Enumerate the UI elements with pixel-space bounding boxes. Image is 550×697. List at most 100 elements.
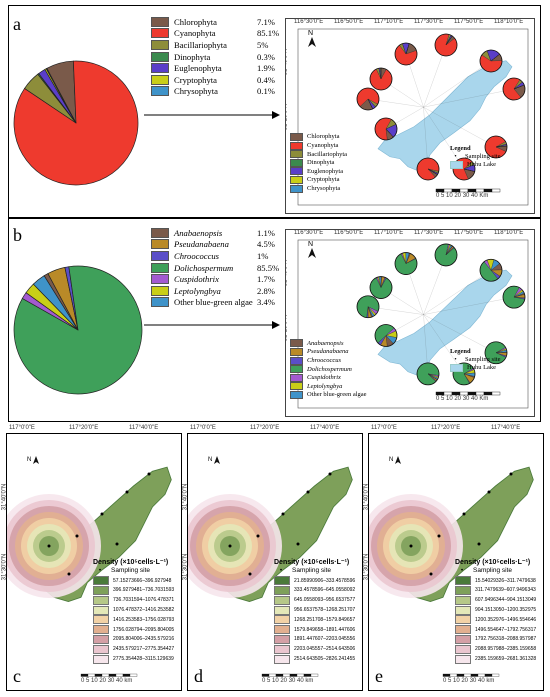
density-class: 21.85990906–333.4578596 [274, 576, 355, 586]
map-legend-label: Euglenophyta [307, 167, 344, 175]
density-class-label: 396.9279481–736.7031593 [113, 587, 175, 594]
density-class: 1268.251708–1579.849657 [274, 615, 355, 625]
legend-swatch [151, 250, 169, 261]
map-species-legend: Anabaenopsis Pseudanabaena Chroococcus Doli… [290, 339, 367, 399]
top-coordinate-label: 117°40'0"E [491, 425, 521, 431]
north-arrow-icon [308, 37, 316, 47]
map-legend-swatch [290, 132, 303, 141]
density-class-label: 1268.251708–1579.849657 [294, 616, 356, 623]
density-class: 2435.579217–2775.354427 [93, 644, 174, 654]
map-legend-label: Cryptophyta [307, 176, 340, 184]
legend-item: Other blue-green algae 3.4% [151, 297, 281, 309]
map-legend-item: Cyanophyta [290, 141, 347, 150]
left-coordinate-label: 31°40'0"N [285, 48, 289, 76]
map-legend-swatch [290, 365, 303, 374]
density-class: 2775.354428–3115.129639 [93, 654, 174, 664]
density-panel-d: N 117°0'0"E 117°20'0"E 117°40'0"E 31°40'0"N 3… [178, 425, 363, 691]
legend-item: Chlorophyta 7.1% [151, 16, 281, 28]
site-pie [374, 117, 398, 141]
north-arrow-icon [33, 456, 39, 464]
top-coordinate-label: 117°40'0"E [129, 425, 159, 431]
site-pie [452, 157, 476, 181]
leader-arrow-a [144, 111, 280, 119]
density-legend-title: Density (×10⁵cells·L⁻¹) [93, 559, 169, 566]
legend-percent: 85.5% [257, 262, 280, 273]
sampling-site-label: Sampling site [473, 567, 513, 575]
panel-a: a Chlorophyta 7.1% Cyanophyta 85.1% Bacillar… [8, 5, 541, 218]
sampling-site-dot [47, 544, 51, 548]
density-legend-title: Density (×10⁵cells·L⁻¹) [455, 559, 531, 566]
map-legend-label: Chroococcus [307, 357, 342, 365]
left-coordinate-label: 31°40'0"N [363, 483, 370, 511]
density-class-label: 1579.849658–1891.447606 [294, 626, 356, 633]
map-legend-item: Cuspidothrix [290, 373, 367, 382]
density-swatch [455, 615, 471, 625]
sampling-site-dot [409, 544, 413, 548]
site-pie [374, 324, 398, 347]
density-swatch [455, 585, 471, 595]
site-pie [484, 135, 508, 159]
lake-swatch [450, 363, 463, 372]
density-class-label: 956.6537578–1268.251707 [294, 607, 356, 614]
map-legend-swatch [290, 184, 303, 193]
density-class: 2088.957988–2385.159658 [455, 644, 536, 654]
density-class: 1792.756318–2088.957987 [455, 634, 536, 645]
density-class: 2514.643505–2826.241455 [274, 654, 355, 664]
density-class: 15.54029326–311.7479638 [455, 576, 536, 586]
legend-percent: 1.1% [257, 227, 275, 238]
top-coordinate-label: 117°50'0"E [454, 230, 484, 236]
map-legend-swatch [290, 373, 303, 382]
density-class-label: 1200.352976–1496.554646 [475, 616, 537, 623]
density-class-label: 1756.028794–2095.804005 [113, 626, 175, 633]
map-legend-title: Legend [450, 348, 471, 355]
density-class-label: 2095.804006–2435.579216 [113, 636, 175, 643]
map-legend-item: Chrysophyta [290, 184, 347, 193]
density-legend: Density (×10⁵cells·L⁻¹) • Sampling site 21.… [274, 558, 355, 664]
legend-percent: 0.4% [257, 74, 275, 85]
legend-label: Chrysophyta [174, 86, 218, 97]
site-pie [369, 67, 393, 91]
sampling-site-dot [228, 544, 232, 548]
top-coordinate-label: 117°20'0"E [431, 425, 461, 431]
legend-swatch [151, 86, 169, 97]
leader-arrow-b [144, 321, 280, 329]
sampling-site-label: Sampling site [111, 567, 151, 575]
map-legend-label: Dinophyta [307, 159, 335, 167]
site-pie [434, 33, 458, 57]
sampling-site-dot [477, 542, 481, 546]
pie-slice-other-blue-green-algae [32, 275, 79, 331]
panel-label-d: d [194, 666, 203, 686]
density-swatch [93, 625, 109, 635]
density-class: 2095.804006–2435.579216 [93, 634, 175, 645]
density-class: 311.7479639–607.9496343 [455, 585, 536, 596]
map-legend-swatch [290, 175, 303, 184]
map-legend-swatch [290, 150, 303, 159]
map-legend-item: Leptolyngbya [290, 382, 367, 391]
density-class: 1891.447607–2203.045556 [274, 634, 355, 645]
sampling-site-dot [115, 542, 119, 546]
legend-label: Other blue-green algae [174, 297, 253, 308]
map-legend-label: Chrysophyta [307, 185, 341, 193]
density-class-label: 2514.643505–2826.241455 [294, 656, 356, 663]
density-panel-c: N 117°0'0"E 117°20'0"E 117°40'0"E 31°40'0"N 3… [0, 425, 182, 691]
legend-percent: 0.1% [257, 86, 275, 97]
scale-label: 0 5 10 20 30 40 Km [436, 193, 489, 199]
density-class: 2385.159659–2681.361328 [455, 654, 536, 664]
density-swatch [274, 625, 290, 635]
map-legend-swatch [290, 339, 303, 348]
site-pie [434, 243, 458, 267]
lake-swatch [450, 160, 463, 169]
legend-label: Cyanophyta [174, 28, 216, 39]
site-pie [452, 362, 476, 386]
density-class-label: 333.4578596–645.0558092 [294, 587, 356, 594]
legend-item: Dinophyta 0.3% [151, 51, 281, 63]
density-swatch [93, 576, 109, 586]
map-legend-swatch [290, 382, 303, 391]
density-swatch [274, 615, 290, 625]
top-coordinate-label: 116°30'0"E [294, 19, 324, 25]
map-legend-label: Bacillariophyta [307, 150, 348, 158]
map-legend-item: Chlorophyta [290, 132, 347, 142]
legend-item: Euglenophyta 1.9% [151, 62, 281, 74]
density-class: 1200.352976–1496.554646 [455, 615, 536, 625]
sampling-site-icon: • [279, 567, 283, 575]
